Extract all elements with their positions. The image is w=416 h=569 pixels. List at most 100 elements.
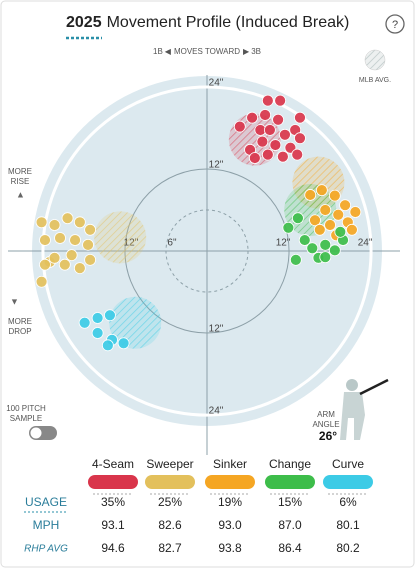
pitch-name: Sinker <box>213 457 247 471</box>
table-cell: 15% <box>278 495 302 509</box>
pitch-dot <box>289 253 302 266</box>
table-cell: 94.6 <box>101 541 125 555</box>
pitch-dot <box>279 128 291 141</box>
pitch-pill <box>145 475 195 489</box>
arm-angle-label: ARM ANGLE <box>312 410 340 429</box>
pitch-dot <box>282 221 295 234</box>
up-arrow: ▲ <box>16 189 25 199</box>
rise-label: MORE RISE <box>8 167 32 186</box>
row-label: USAGE <box>25 495 67 509</box>
pitch-dot <box>313 223 326 236</box>
pitch-dot <box>84 223 97 236</box>
row-label: MPH <box>33 518 60 532</box>
direction-text: MOVES TOWARD <box>174 47 240 56</box>
pitch-dot <box>91 327 104 339</box>
pitch-dot <box>69 234 81 246</box>
ring-label: 24" <box>209 78 224 89</box>
pitch-dot <box>35 275 48 288</box>
avg-legend-icon <box>364 49 386 71</box>
pitch-dot <box>294 132 306 145</box>
pitch-dot <box>35 216 48 229</box>
help-button[interactable] <box>385 14 405 34</box>
right-label: 3B <box>251 47 261 56</box>
pitch-dot <box>324 219 336 231</box>
table-cell: 80.2 <box>336 541 360 555</box>
mlb-avg-zone <box>94 211 147 264</box>
table-cell: 82.7 <box>158 541 182 555</box>
direction-label: 1B ◀ MOVES TOWARD ▶ 3B <box>153 47 261 56</box>
pitch-dot <box>259 109 272 121</box>
ring-label: 12" <box>209 160 224 171</box>
table-cell: 35% <box>101 495 125 509</box>
toggle-switch[interactable] <box>29 426 57 440</box>
figure-body <box>340 392 365 440</box>
pitch-dot <box>61 212 74 225</box>
year: 2025 <box>66 14 102 31</box>
table-cell: 93.0 <box>218 518 242 532</box>
help-icon[interactable]: ? <box>392 19 398 31</box>
pitch-name: Change <box>269 457 311 471</box>
pitch-dot <box>291 148 304 161</box>
pitch-dot <box>39 258 51 271</box>
row-label: RHP AVG <box>24 544 68 555</box>
pitch-dot <box>272 113 284 126</box>
pitch-dot <box>91 312 104 324</box>
pitch-dot <box>233 120 246 133</box>
pitch-dot <box>101 339 114 352</box>
pitch-name: Curve <box>332 457 364 471</box>
arrow: ◀ <box>165 47 172 56</box>
pitch-dot <box>104 309 116 322</box>
pitch-dot <box>319 251 332 264</box>
arrow: ▶ <box>243 47 250 56</box>
figure-head <box>346 379 358 391</box>
left-label: 1B <box>153 47 163 56</box>
pitch-dot <box>332 208 345 221</box>
pitch-dot <box>315 184 328 197</box>
pitch-dot <box>334 225 347 238</box>
toggle-knob[interactable] <box>30 427 42 439</box>
pitch-dot <box>73 262 86 274</box>
table-cell: 19% <box>218 495 242 509</box>
ring-label: 24" <box>358 238 373 249</box>
pitch-name: 4-Seam <box>92 457 134 471</box>
pitch-dot <box>48 251 61 264</box>
pitch-dot <box>319 204 332 216</box>
table-cell: 6% <box>339 495 357 509</box>
pitch-dot <box>294 111 306 124</box>
drop-label: MORE DROP <box>8 317 32 336</box>
pitch-dot <box>309 214 321 227</box>
chart-title: 2025 Movement Profile (Induced Break) <box>66 14 349 31</box>
table-cell: 25% <box>158 495 182 509</box>
pitch-dot <box>339 199 351 212</box>
pitch-dot <box>84 253 97 266</box>
pitch-dot <box>346 223 358 236</box>
toggle-label: 100 PITCH SAMPLE <box>6 404 46 423</box>
pitch-dot <box>256 135 269 148</box>
ring-grid <box>165 209 249 293</box>
pitch-dot <box>261 148 274 161</box>
pitch-dot <box>58 258 71 271</box>
pitch-dot <box>298 234 311 246</box>
avg-legend-label: MLB AVG. <box>359 77 391 84</box>
pitch-dot <box>349 206 362 218</box>
pitch-pill <box>265 475 315 489</box>
table-cell: 93.1 <box>101 518 125 532</box>
ring-label: 12" <box>276 238 291 249</box>
pitch-dot <box>269 139 282 151</box>
pitch-pill <box>323 475 373 489</box>
pitch-dot <box>73 216 86 229</box>
pitch-dot <box>82 238 94 251</box>
pitch-dot <box>39 234 51 246</box>
down-arrow: ▼ <box>10 296 19 306</box>
table-cell: 86.4 <box>278 541 302 555</box>
table-cell: 80.1 <box>336 518 360 532</box>
pitch-pill <box>88 475 138 489</box>
pitch-pill <box>205 475 255 489</box>
ring-label: 24" <box>209 406 224 417</box>
pitch-dot <box>261 94 274 107</box>
mlb-avg-zone <box>109 296 162 349</box>
pitch-dot <box>319 238 332 251</box>
ring-label: 6" <box>167 238 177 249</box>
